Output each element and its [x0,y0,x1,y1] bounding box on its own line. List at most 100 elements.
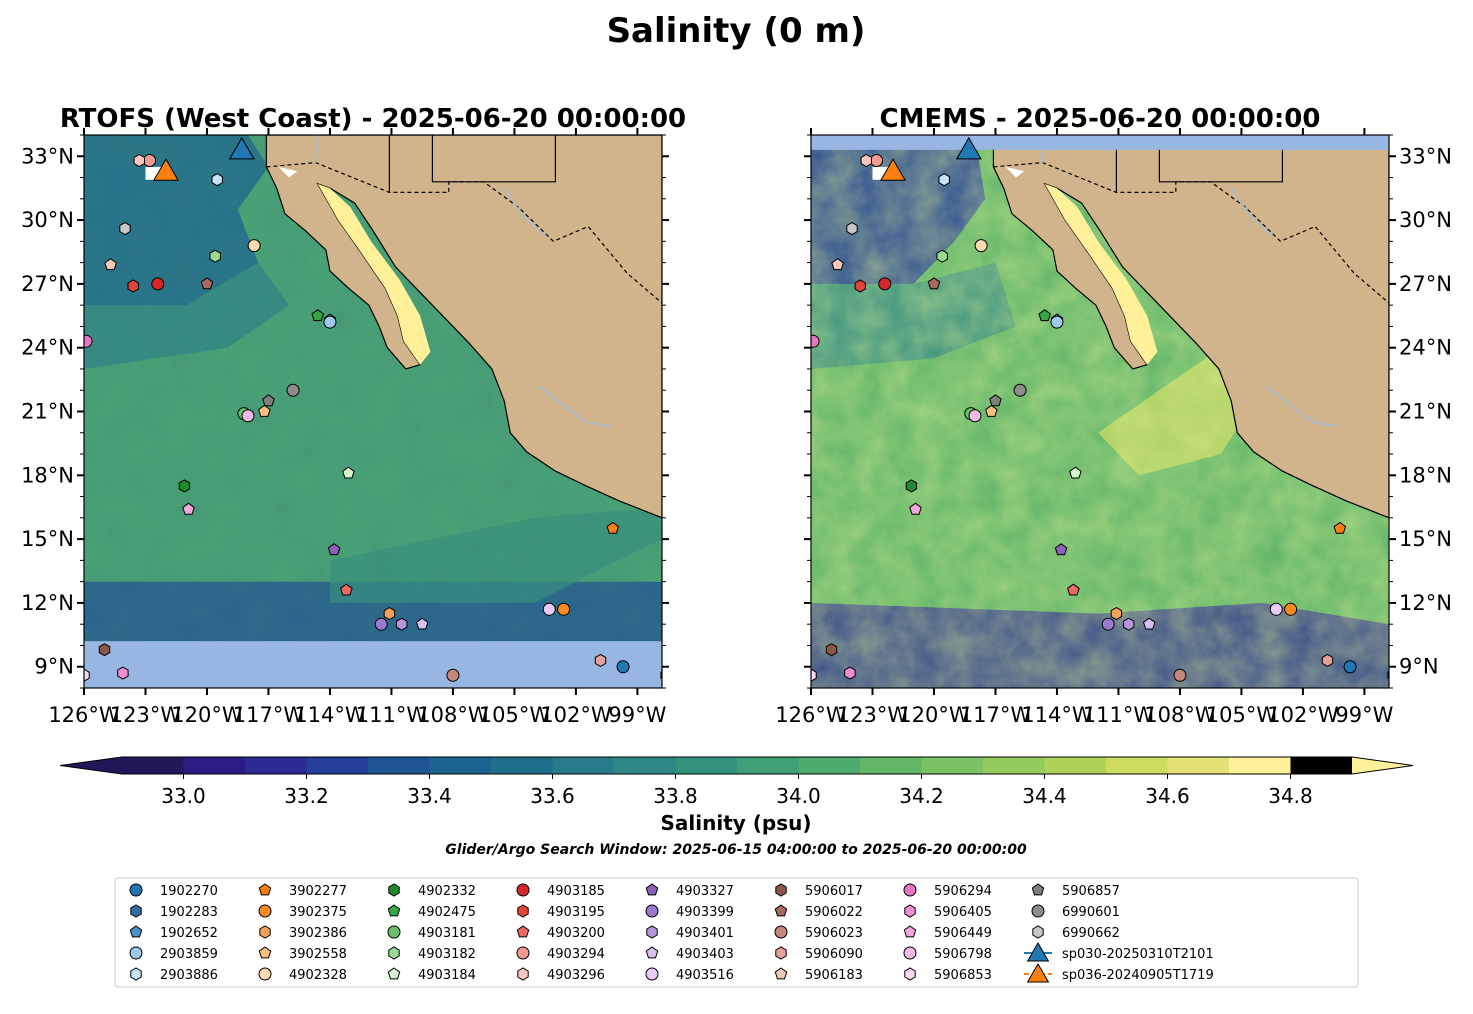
legend-entry: 4903200 [516,925,605,941]
legend-entry: 1902283 [130,904,218,920]
float-marker [854,279,866,293]
float-marker [1333,521,1347,534]
legend-label: 4902328 [289,968,347,983]
float-marker [374,617,388,631]
legend-label: 4903399 [676,905,734,920]
float-marker [968,409,982,423]
colorbar-segment [1167,757,1230,774]
legend-symbol [258,946,272,959]
legend-label: 4903184 [418,968,476,983]
legend-label: 5906449 [934,926,992,941]
legend-label: 4903195 [547,905,605,920]
colorbar-tick-label: 34.2 [899,784,944,808]
colorbar-segment [675,757,738,774]
legend-symbol [904,967,916,981]
colorbar-segment [1290,757,1353,774]
float-marker [151,277,165,291]
legend-symbol [517,904,529,918]
float-marker [323,315,337,329]
float-marker [1343,660,1357,674]
colorbar-segment [860,757,922,774]
legend-entry: sp036-20240905T1719 [1024,963,1214,983]
legend-label: 2903859 [160,947,218,962]
colorbar-tick-label: 34.8 [1268,784,1313,808]
float-marker [1110,607,1123,621]
legend-label: 4903403 [676,947,734,962]
float-marker [1038,309,1051,322]
colorbar-extend-high [1352,757,1413,774]
colorbar-tick-label: 33.8 [653,784,698,808]
legend-entry: 5906294 [903,883,992,899]
legend-label: 3902558 [289,947,347,962]
float-marker [342,466,355,479]
gulf-edge [1389,305,1395,411]
legend-entry: 4903185 [516,883,605,899]
legend-label: 4903401 [676,926,734,941]
float-marker [825,643,838,657]
search-window-caption: Glider/Argo Search Window: 2025-06-15 04… [445,842,1027,858]
state-line [431,135,557,183]
legend-symbol [1026,963,1050,983]
float-markers [811,136,1389,682]
legend-symbol [259,925,271,939]
x-tick-label: 108°W [1144,703,1216,727]
y-tick-label: 12°N [21,591,74,615]
legend-entry: sp030-20250310T2101 [1024,942,1214,962]
colorbar-tick-label: 33.6 [530,784,575,808]
y-tick-label: 30°N [1399,208,1452,232]
legend-label: 2903886 [160,968,218,983]
float-marker [606,521,620,534]
float-marker [143,154,157,168]
legend-symbol [645,946,659,959]
ticks: 126°W123°W120°W117°W114°W111°W108°W105°W… [775,128,1452,727]
legend-label: 5906183 [805,968,863,983]
float-marker [616,660,630,674]
float-marker [938,173,950,187]
legend-label: 3902277 [289,884,347,899]
float-marker [878,277,892,291]
gulf-of-california [317,183,431,365]
y-tick-label: 18°N [21,463,74,487]
legend-label: 1902283 [160,905,218,920]
glider-marker [955,136,982,160]
legend-label: 5906405 [934,905,992,920]
colorbar-label: Salinity (psu) [660,811,811,835]
legend-entry: 4903181 [387,925,476,941]
legend-symbol [645,967,659,981]
legend-label: 4902332 [418,884,476,899]
legend-symbol [129,925,143,938]
float-marker [905,479,918,493]
legend-entry: 4903399 [645,904,734,920]
colorbar-segment [245,757,307,774]
y-tick-label: 33°N [21,144,74,168]
x-tick-label: 99°W [1335,703,1393,727]
x-tick-label: 114°W [294,703,366,727]
x-tick-label: 105°W [479,703,551,727]
float-marker [985,404,998,417]
colorbar-segment [737,757,799,774]
legend-symbol [516,946,530,960]
legend-label: 4903296 [547,968,605,983]
legend-entry: 6990662 [1032,925,1120,941]
ticks: 126°W123°W120°W117°W114°W111°W108°W105°W… [21,128,669,727]
float-marker [1101,617,1115,631]
x-tick-label: 111°W [1083,703,1155,727]
float-marker [860,153,872,168]
float-marker [327,543,341,556]
panel-title: RTOFS (West Coast) - 2025-06-20 00:00:00 [60,104,686,134]
legend-symbol [1031,904,1045,918]
legend-label: sp030-20250310T2101 [1062,947,1214,962]
legend-symbol [516,883,530,897]
float-marker [831,258,844,271]
legend-symbol [774,925,788,939]
x-tick-label: 102°W [1267,703,1339,727]
legend-label: 4903294 [547,947,605,962]
legend-symbol [646,925,658,939]
glider-marker [880,158,906,181]
legend-entry: 4903296 [517,967,605,983]
float-marker [182,502,195,515]
colorbar-tick-label: 33.4 [407,784,452,808]
float-marker [211,173,223,187]
legend-entry: 1902652 [129,925,218,941]
legend-entry: 4903401 [646,925,734,941]
